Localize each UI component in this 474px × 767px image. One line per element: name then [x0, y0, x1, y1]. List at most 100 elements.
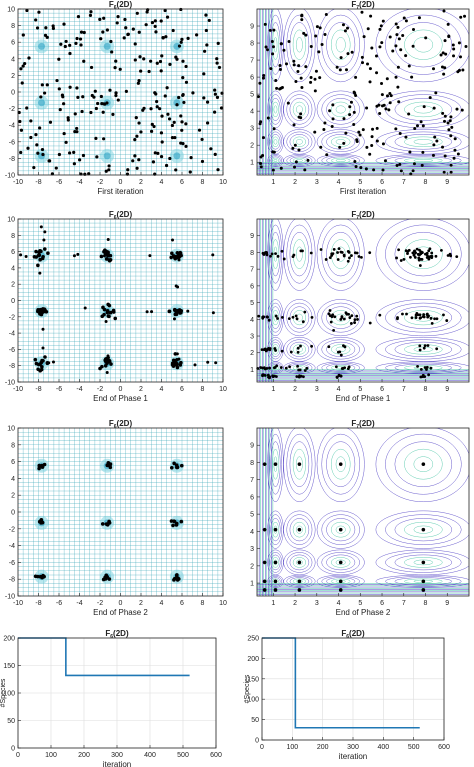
population-point [62, 22, 66, 26]
population-point [149, 107, 153, 111]
population-point [68, 43, 72, 47]
population-point [75, 36, 79, 41]
population-point [342, 117, 346, 121]
population-point [389, 94, 393, 98]
population-point [54, 166, 58, 170]
y-tick-label: 2 [250, 350, 254, 357]
population-point [42, 247, 47, 251]
population-point [36, 253, 41, 258]
y-tick-label: 10 [7, 217, 15, 224]
population-point [365, 106, 369, 110]
chart-title: F6(2D) [109, 419, 133, 430]
y-tick-label: 2 [11, 493, 15, 500]
y-tick-label: 250 [247, 636, 259, 643]
population-point [344, 131, 348, 135]
population-point [338, 145, 342, 149]
population-point [292, 63, 296, 67]
population-point [161, 36, 165, 40]
population-point [339, 353, 343, 357]
population-point [287, 39, 291, 43]
population-point [424, 36, 428, 40]
population-point [319, 145, 323, 149]
population-point [397, 248, 401, 252]
x-tick-label: 100 [286, 744, 298, 751]
population-point [111, 112, 115, 116]
population-point [211, 253, 215, 257]
x-tick-label: 8 [424, 179, 428, 186]
population-point [348, 113, 352, 117]
population-point [274, 314, 278, 318]
population-point [114, 91, 118, 95]
population-point [384, 107, 388, 111]
population-point [299, 112, 303, 116]
population-point [271, 52, 275, 56]
population-point [184, 80, 189, 84]
population-point [309, 76, 313, 80]
population-point [76, 14, 81, 19]
population-point [20, 81, 24, 85]
population-point [173, 135, 177, 140]
population-point [159, 69, 163, 73]
population-point [142, 106, 146, 110]
population-point [292, 253, 296, 257]
y-tick-label: -2 [9, 106, 15, 113]
x-tick-label: 4 [337, 386, 341, 393]
population-point [276, 254, 280, 258]
plot-frame [17, 218, 224, 383]
population-point [421, 462, 426, 466]
population-point [296, 346, 300, 350]
y-tick-label: 9 [250, 24, 254, 31]
population-point [336, 251, 339, 254]
population-point [32, 254, 37, 259]
population-point [299, 344, 302, 348]
population-point [365, 145, 369, 149]
population-point [57, 57, 61, 61]
population-point [155, 105, 159, 109]
population-point [301, 249, 304, 253]
population-point [181, 76, 185, 80]
population-point [418, 348, 422, 352]
population-point [203, 49, 207, 53]
population-point [165, 86, 169, 90]
population-point [417, 16, 421, 20]
population-point [39, 360, 43, 364]
population-point [338, 588, 343, 592]
population-point [51, 360, 55, 364]
population-point [108, 359, 112, 363]
population-point [38, 257, 42, 262]
population-point [286, 101, 290, 105]
population-point [32, 165, 36, 170]
population-point [427, 257, 431, 261]
population-point [37, 519, 42, 524]
y-tick-label: 6 [250, 283, 254, 290]
population-point [167, 309, 172, 314]
population-point [297, 148, 301, 152]
population-point [381, 19, 385, 23]
population-point [177, 577, 181, 581]
population-point [263, 22, 267, 26]
population-point [361, 128, 365, 132]
population-point [265, 253, 269, 257]
population-point [327, 312, 331, 316]
x-tick-label: 3 [315, 600, 319, 607]
population-point [421, 579, 426, 584]
population-point [149, 59, 153, 63]
population-point [170, 361, 174, 365]
population-point [350, 50, 354, 54]
population-point [352, 110, 356, 114]
population-point [368, 152, 372, 156]
population-point [102, 254, 106, 258]
population-point [177, 95, 181, 100]
population-point [100, 314, 105, 319]
population-point [114, 59, 118, 63]
population-point [89, 65, 94, 70]
population-point [404, 54, 408, 58]
population-point [414, 313, 418, 317]
population-point [330, 125, 334, 129]
x-tick-label: -10 [13, 179, 23, 186]
x-tick-label: -8 [35, 386, 41, 393]
y-tick-label: 2 [11, 282, 15, 289]
x-tick-label: 0 [16, 752, 20, 759]
population-point [432, 67, 436, 71]
population-point [273, 588, 278, 592]
